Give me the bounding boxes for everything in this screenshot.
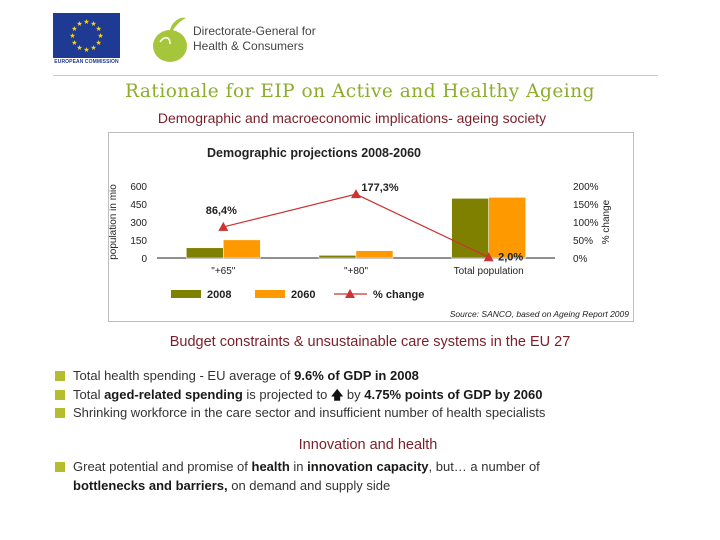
- page-subtitle: Demographic and macroeconomic implicatio…: [157, 110, 547, 126]
- y2-axis-label: % change: [601, 199, 612, 244]
- eu-star-icon: ★: [76, 44, 82, 52]
- eu-star-icon: ★: [97, 32, 103, 40]
- y2-tick-label: 150%: [573, 200, 599, 211]
- y2-tick-label: 0%: [573, 254, 588, 265]
- bullet-square-icon: [55, 389, 65, 400]
- x-tick-label: "+80": [344, 266, 369, 277]
- chart-frame: Demographic projections 2008-2060 populat…: [108, 132, 634, 322]
- bar-2060: [355, 250, 394, 259]
- eu-star-icon: ★: [83, 46, 89, 54]
- pct-change-label: 86,4%: [206, 205, 237, 217]
- chart-source: Source: SANCO, based on Ageing Report 20…: [450, 309, 630, 319]
- legend-swatch-2008: [171, 290, 201, 298]
- legend-label: 2060: [291, 289, 315, 301]
- pct-change-marker: [483, 252, 494, 262]
- pct-change-label: 177,3%: [361, 182, 399, 194]
- eu-flag-icon: ★ ★ ★ ★ ★ ★ ★ ★ ★ ★ ★ ★: [53, 13, 120, 58]
- page-title: Rationale for EIP on Active and Healthy …: [125, 81, 595, 102]
- y-tick-label: 300: [130, 218, 147, 229]
- dg-line2: Health & Consumers: [193, 39, 304, 53]
- list-item: Great potential and promise of health in…: [53, 458, 653, 477]
- chart-title: Demographic projections 2008-2060: [207, 146, 421, 160]
- pct-change-label: 2,0%: [498, 251, 523, 263]
- bullet-square-icon: [55, 462, 65, 472]
- innovation-heading: Innovation and health: [298, 437, 438, 453]
- bar-2060: [488, 197, 526, 259]
- pct-change-marker: [351, 189, 361, 199]
- legend-label: 2008: [207, 289, 231, 301]
- y-axis-label: population in mio: [109, 184, 119, 260]
- eu-star-icon: ★: [69, 32, 75, 40]
- up-arrow-icon: 🡅: [330, 387, 344, 402]
- list-item: Total health spending - EU average of 9.…: [53, 367, 693, 386]
- innovation-bullet: Great potential and promise of health in…: [53, 458, 653, 495]
- bullet-square-icon: [55, 408, 65, 418]
- y-tick-label: 600: [130, 182, 147, 193]
- list-item: Total aged-related spending is projected…: [53, 386, 693, 405]
- y-tick-label: 150: [130, 236, 147, 247]
- bar-2008: [318, 255, 357, 259]
- pct-change-marker: [218, 221, 229, 231]
- y-tick-label: 450: [130, 200, 147, 211]
- bullet-square-icon: [55, 371, 65, 381]
- legend-marker: [345, 289, 355, 298]
- budget-heading: Budget constraints & unsustainable care …: [169, 334, 571, 350]
- y2-tick-label: 200%: [573, 182, 599, 193]
- dg-logo: Directorate-General for Health & Consume…: [150, 14, 350, 66]
- budget-bullets: Total health spending - EU average of 9.…: [53, 367, 693, 423]
- x-tick-label: Total population: [454, 266, 524, 277]
- legend-swatch-2060: [255, 290, 285, 298]
- eu-star-icon: ★: [83, 18, 89, 26]
- y2-tick-label: 50%: [573, 236, 593, 247]
- eu-logo: ★ ★ ★ ★ ★ ★ ★ ★ ★ ★ ★ ★ EUROPEAN COMMISSION: [53, 13, 120, 65]
- x-tick-label: "+65": [211, 266, 236, 277]
- eu-star-icon: ★: [90, 20, 96, 28]
- eu-star-icon: ★: [90, 44, 96, 52]
- eu-caption: EUROPEAN COMMISSION: [54, 59, 119, 65]
- bar-2060: [223, 239, 261, 259]
- y-tick-label: 0: [141, 254, 147, 265]
- legend-label: % change: [373, 289, 424, 301]
- pct-change-line: [223, 193, 489, 258]
- bar-2008: [186, 247, 224, 259]
- eu-star-icon: ★: [95, 39, 101, 47]
- header-divider: [53, 75, 658, 76]
- eu-star-icon: ★: [71, 39, 77, 47]
- list-item: Shrinking workforce in the care sector a…: [53, 404, 693, 423]
- list-item-continuation: bottlenecks and barriers, on demand and …: [73, 477, 391, 493]
- eu-star-icon: ★: [95, 25, 101, 33]
- demographic-chart: Demographic projections 2008-2060 populat…: [109, 146, 630, 319]
- dg-line1: Directorate-General for: [193, 24, 316, 38]
- eu-star-icon: ★: [76, 20, 82, 28]
- eu-star-icon: ★: [71, 25, 77, 33]
- y2-tick-label: 100%: [573, 218, 599, 229]
- apple-leaf-icon: [153, 17, 187, 62]
